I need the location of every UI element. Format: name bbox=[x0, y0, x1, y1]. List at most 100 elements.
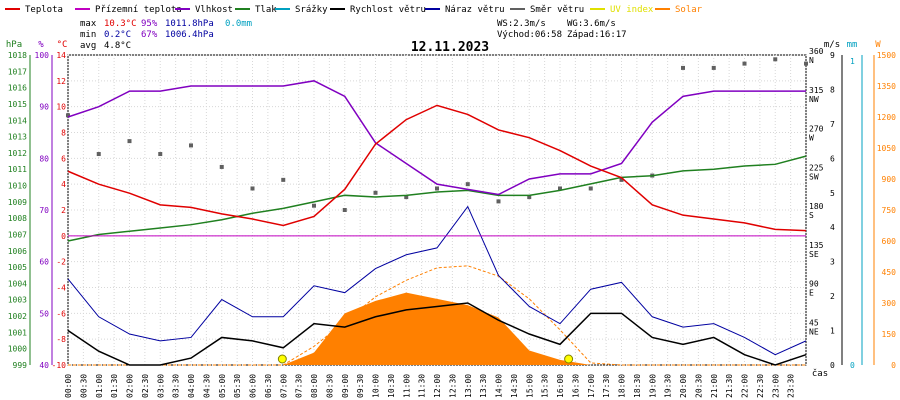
direction-tick-label: 180 bbox=[809, 202, 824, 211]
wind-direction-point bbox=[711, 65, 716, 70]
time-tick-label: 00:30 bbox=[79, 374, 88, 398]
wind-direction-point bbox=[312, 203, 316, 208]
pressure-tick-label: 999 bbox=[13, 361, 28, 370]
humidity-tick-label: 70 bbox=[39, 206, 49, 215]
direction-cardinal-label: NW bbox=[809, 95, 819, 104]
rain-unit: mm bbox=[847, 40, 858, 50]
temperature-tick-label: -4 bbox=[56, 284, 66, 293]
stat-min-label: min bbox=[80, 30, 96, 40]
stat-sunrise: Východ:06:58 bbox=[497, 30, 562, 40]
time-tick-label: 07:30 bbox=[295, 374, 304, 398]
legend-label: Směr větru bbox=[530, 5, 584, 15]
time-tick-label: 21:00 bbox=[710, 374, 719, 398]
sunrise-marker bbox=[277, 354, 287, 364]
legend-naraz-vetru: Náraz větru bbox=[425, 5, 505, 15]
legend-label: Solar bbox=[675, 5, 703, 15]
legend-prizemni-teplota: Přízemní teplota bbox=[75, 5, 182, 15]
temperature-tick-label: -2 bbox=[56, 258, 66, 267]
time-tick-label: 02:30 bbox=[141, 374, 150, 398]
wind-direction-point bbox=[558, 186, 562, 191]
temperature-tick-label: -6 bbox=[56, 309, 66, 318]
wind-direction-point bbox=[465, 182, 470, 187]
time-tick-label: 08:00 bbox=[310, 374, 319, 398]
legend-smer-vetru: Směr větru bbox=[510, 5, 584, 15]
stat-avg-label: avg bbox=[80, 41, 96, 51]
chart-title: 12.11.2023 bbox=[411, 40, 489, 55]
time-tick-label: 04:00 bbox=[187, 374, 196, 398]
pressure-tick-label: 1009 bbox=[8, 198, 27, 207]
pressure-tick-label: 1018 bbox=[8, 51, 27, 60]
temperature-tick-label: -8 bbox=[56, 335, 66, 344]
wind-direction-point bbox=[619, 177, 624, 182]
time-tick-label: 13:30 bbox=[479, 374, 488, 398]
stat-max-temp: 10.3°C bbox=[104, 19, 137, 29]
time-tick-label: 05:30 bbox=[233, 374, 242, 398]
time-tick-label: 21:30 bbox=[725, 374, 734, 398]
time-tick-label: 23:30 bbox=[787, 374, 796, 398]
direction-cardinal-label: N bbox=[809, 56, 814, 65]
axis-units: hPa % °C m/s mm W čas bbox=[6, 40, 881, 379]
time-tick-label: 20:30 bbox=[694, 374, 703, 398]
wind-tick-label: 1 bbox=[830, 327, 835, 336]
stat-max-hum: 95% bbox=[141, 19, 158, 29]
temperature-unit: °C bbox=[57, 40, 68, 50]
solar-tick-label: 1350 bbox=[877, 82, 896, 91]
time-unit: čas bbox=[812, 368, 828, 379]
stat-max-press: 1011.8hPa bbox=[165, 19, 214, 29]
legend-label: Tlak bbox=[255, 5, 277, 15]
stat-avg-temp: 4.8°C bbox=[104, 41, 131, 51]
temperature-tick-label: 4 bbox=[61, 180, 66, 189]
time-tick-label: 19:30 bbox=[664, 374, 673, 398]
plot-area: 9991000100110021003100410051006100710081… bbox=[8, 47, 896, 398]
wind-unit: m/s bbox=[824, 40, 840, 50]
time-tick-label: 17:30 bbox=[602, 374, 611, 398]
wind-direction-point bbox=[250, 186, 255, 191]
direction-tick-label: 360 bbox=[809, 47, 824, 56]
series-wind-gust-line bbox=[67, 205, 807, 356]
wind-direction-point bbox=[804, 61, 808, 66]
pressure-tick-label: 1013 bbox=[8, 133, 27, 142]
pressure-tick-label: 1010 bbox=[8, 182, 27, 191]
wind-tick-label: 5 bbox=[830, 189, 835, 198]
series-solar-clear-sky bbox=[68, 265, 806, 366]
time-tick-label: 15:00 bbox=[525, 374, 534, 398]
time-tick-label: 16:30 bbox=[571, 374, 580, 398]
solar-tick-label: 900 bbox=[882, 175, 897, 184]
time-tick-label: 06:00 bbox=[249, 374, 258, 398]
legend-uv-index: UV index bbox=[590, 5, 654, 15]
solar-tick-label: 450 bbox=[882, 268, 897, 277]
wind-direction-point bbox=[219, 164, 224, 169]
wind-direction-point bbox=[527, 195, 532, 200]
temperature-tick-label: -10 bbox=[52, 361, 67, 370]
time-tick-label: 10:30 bbox=[387, 374, 396, 398]
time-tick-label: 17:00 bbox=[587, 374, 596, 398]
legend-rychlost-vetru: Rychlost větru bbox=[330, 5, 426, 15]
direction-tick-label: 315 bbox=[809, 86, 824, 95]
humidity-tick-label: 100 bbox=[35, 51, 50, 60]
time-tick-label: 01:00 bbox=[95, 374, 104, 398]
direction-cardinal-label: SE bbox=[809, 250, 819, 259]
series-solar-area bbox=[68, 292, 806, 365]
time-tick-label: 10:00 bbox=[372, 374, 381, 398]
pressure-tick-label: 1004 bbox=[8, 279, 27, 288]
wind-tick-label: 4 bbox=[830, 223, 835, 232]
wind-tick-label: 0 bbox=[830, 361, 835, 370]
legend: Teplota Přízemní teplota Vlhkost Tlak Sr… bbox=[5, 5, 703, 15]
direction-tick-label: 90 bbox=[809, 280, 819, 289]
wind-tick-label: 7 bbox=[830, 120, 835, 129]
time-tick-label: 00:00 bbox=[64, 374, 73, 398]
solar-tick-label: 1050 bbox=[877, 144, 896, 153]
humidity-tick-label: 50 bbox=[39, 309, 49, 318]
time-tick-label: 14:30 bbox=[510, 374, 519, 398]
wind-direction-point bbox=[404, 195, 409, 200]
legend-solar: Solar bbox=[655, 5, 703, 15]
legend-label: Srážky bbox=[295, 5, 328, 15]
solar-tick-label: 750 bbox=[882, 206, 897, 215]
time-tick-label: 02:00 bbox=[126, 374, 135, 398]
time-tick-label: 09:30 bbox=[356, 374, 365, 398]
temperature-tick-label: 14 bbox=[56, 51, 66, 60]
wind-tick-label: 3 bbox=[830, 258, 835, 267]
direction-cardinal-label: W bbox=[809, 134, 814, 143]
legend-tlak: Tlak bbox=[235, 5, 277, 15]
